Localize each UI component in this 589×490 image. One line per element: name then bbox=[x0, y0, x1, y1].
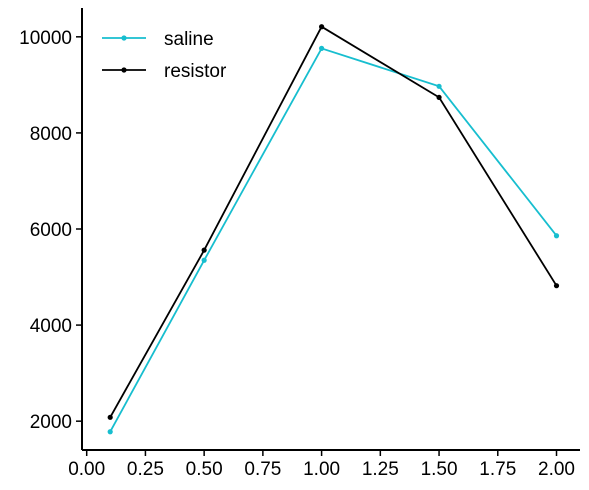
data-point-resistor-0 bbox=[107, 414, 113, 420]
series-resistor bbox=[107, 24, 560, 420]
series-line-saline bbox=[109, 47, 558, 433]
y-tick-label: 2000 bbox=[30, 412, 72, 433]
x-tick-label: 0.50 bbox=[186, 459, 223, 480]
data-point-resistor-4 bbox=[553, 283, 560, 289]
legend-entry-saline: saline bbox=[102, 29, 214, 50]
x-tick-label: 2.00 bbox=[538, 459, 575, 480]
axes: 0.00 0.25 0.50 0.75 1.00 1.25 1.50 1.75 2.00 2000… bbox=[19, 8, 580, 480]
series-layer bbox=[107, 24, 560, 435]
data-point-saline-2 bbox=[319, 45, 325, 51]
legend: saline resistor bbox=[102, 29, 227, 82]
data-point-resistor-1 bbox=[201, 247, 207, 253]
data-point-resistor-2 bbox=[319, 24, 325, 30]
y-tick-label: 8000 bbox=[30, 124, 72, 145]
legend-entry-resistor: resistor bbox=[102, 61, 227, 82]
data-point-saline-0 bbox=[107, 429, 113, 435]
series-line-resistor bbox=[109, 25, 558, 418]
legend-swatch-marker bbox=[121, 67, 127, 73]
legend-label: saline bbox=[164, 29, 214, 50]
x-tick-label: 1.00 bbox=[303, 459, 340, 480]
data-point-saline-3 bbox=[436, 83, 442, 89]
x-tick-label: 0.75 bbox=[244, 459, 281, 480]
x-tick-label: 1.25 bbox=[362, 459, 399, 480]
legend-swatch-marker bbox=[121, 35, 127, 41]
data-point-saline-1 bbox=[201, 257, 207, 263]
x-tick-label: 1.50 bbox=[421, 459, 458, 480]
x-tick-label: 0.00 bbox=[68, 459, 105, 480]
y-tick-label: 4000 bbox=[30, 316, 72, 337]
legend-label: resistor bbox=[164, 61, 227, 82]
x-tick-label: 0.25 bbox=[127, 459, 164, 480]
data-point-resistor-3 bbox=[436, 94, 442, 100]
y-tick-label: 10000 bbox=[19, 28, 72, 49]
data-point-saline-4 bbox=[553, 233, 560, 239]
series-saline bbox=[107, 45, 560, 435]
y-tick-label: 6000 bbox=[30, 220, 72, 241]
x-tick-label: 1.75 bbox=[479, 459, 516, 480]
